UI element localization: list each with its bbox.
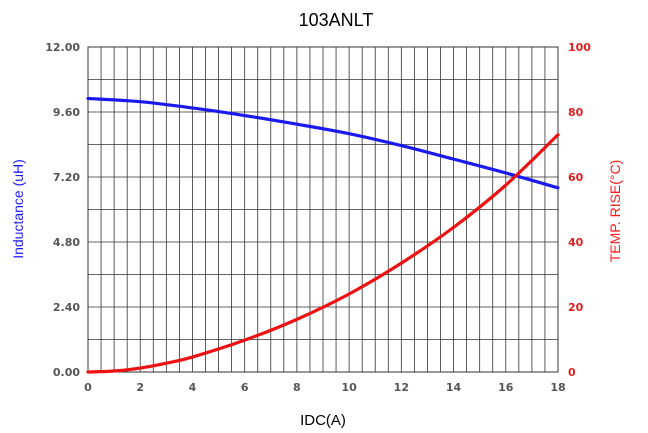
x-tick-label: 14	[446, 381, 462, 394]
x-tick-label: 4	[189, 381, 197, 394]
temperature-rise-line	[86, 133, 560, 374]
x-tick-label: 0	[84, 381, 92, 394]
y-axis-right-label: TEMP. RISE(°C)	[607, 160, 623, 263]
inductance-line	[86, 96, 560, 190]
y-right-tick-label: 0	[568, 366, 576, 379]
x-tick-label: 16	[498, 381, 514, 394]
y-right-tick-label: 20	[568, 301, 584, 314]
x-tick-label: 2	[136, 381, 144, 394]
y-left-tick-label: 4.80	[53, 236, 80, 249]
x-tick-label: 18	[550, 381, 565, 394]
x-tick-label: 6	[241, 381, 249, 394]
y-right-tick-label: 80	[568, 106, 584, 119]
y-left-tick-label: 9.60	[53, 106, 80, 119]
series-group	[86, 96, 560, 374]
grid	[88, 47, 558, 372]
tick-labels: 0.00 2.40 4.80 7.20 9.60 12.00 0 20 40 60 80 100 0 2 4…	[45, 41, 591, 394]
x-tick-label: 12	[394, 381, 409, 394]
y-right-tick-label: 40	[568, 236, 584, 249]
x-tick-label: 10	[341, 381, 357, 394]
y-left-tick-label: 0.00	[53, 366, 80, 379]
y-left-tick-label: 12.00	[45, 41, 80, 54]
y-right-tick-label: 60	[568, 171, 584, 184]
y-left-tick-label: 7.20	[53, 171, 80, 184]
chart-title: 103ANLT	[299, 10, 374, 30]
x-axis-label: IDC(A)	[300, 412, 346, 429]
y-left-tick-label: 2.40	[53, 301, 80, 314]
x-tick-label: 8	[293, 381, 301, 394]
y-axis-left-label: Inductance (uH)	[10, 159, 26, 259]
y-right-tick-label: 100	[568, 41, 591, 54]
plot-area-border	[87, 46, 559, 373]
